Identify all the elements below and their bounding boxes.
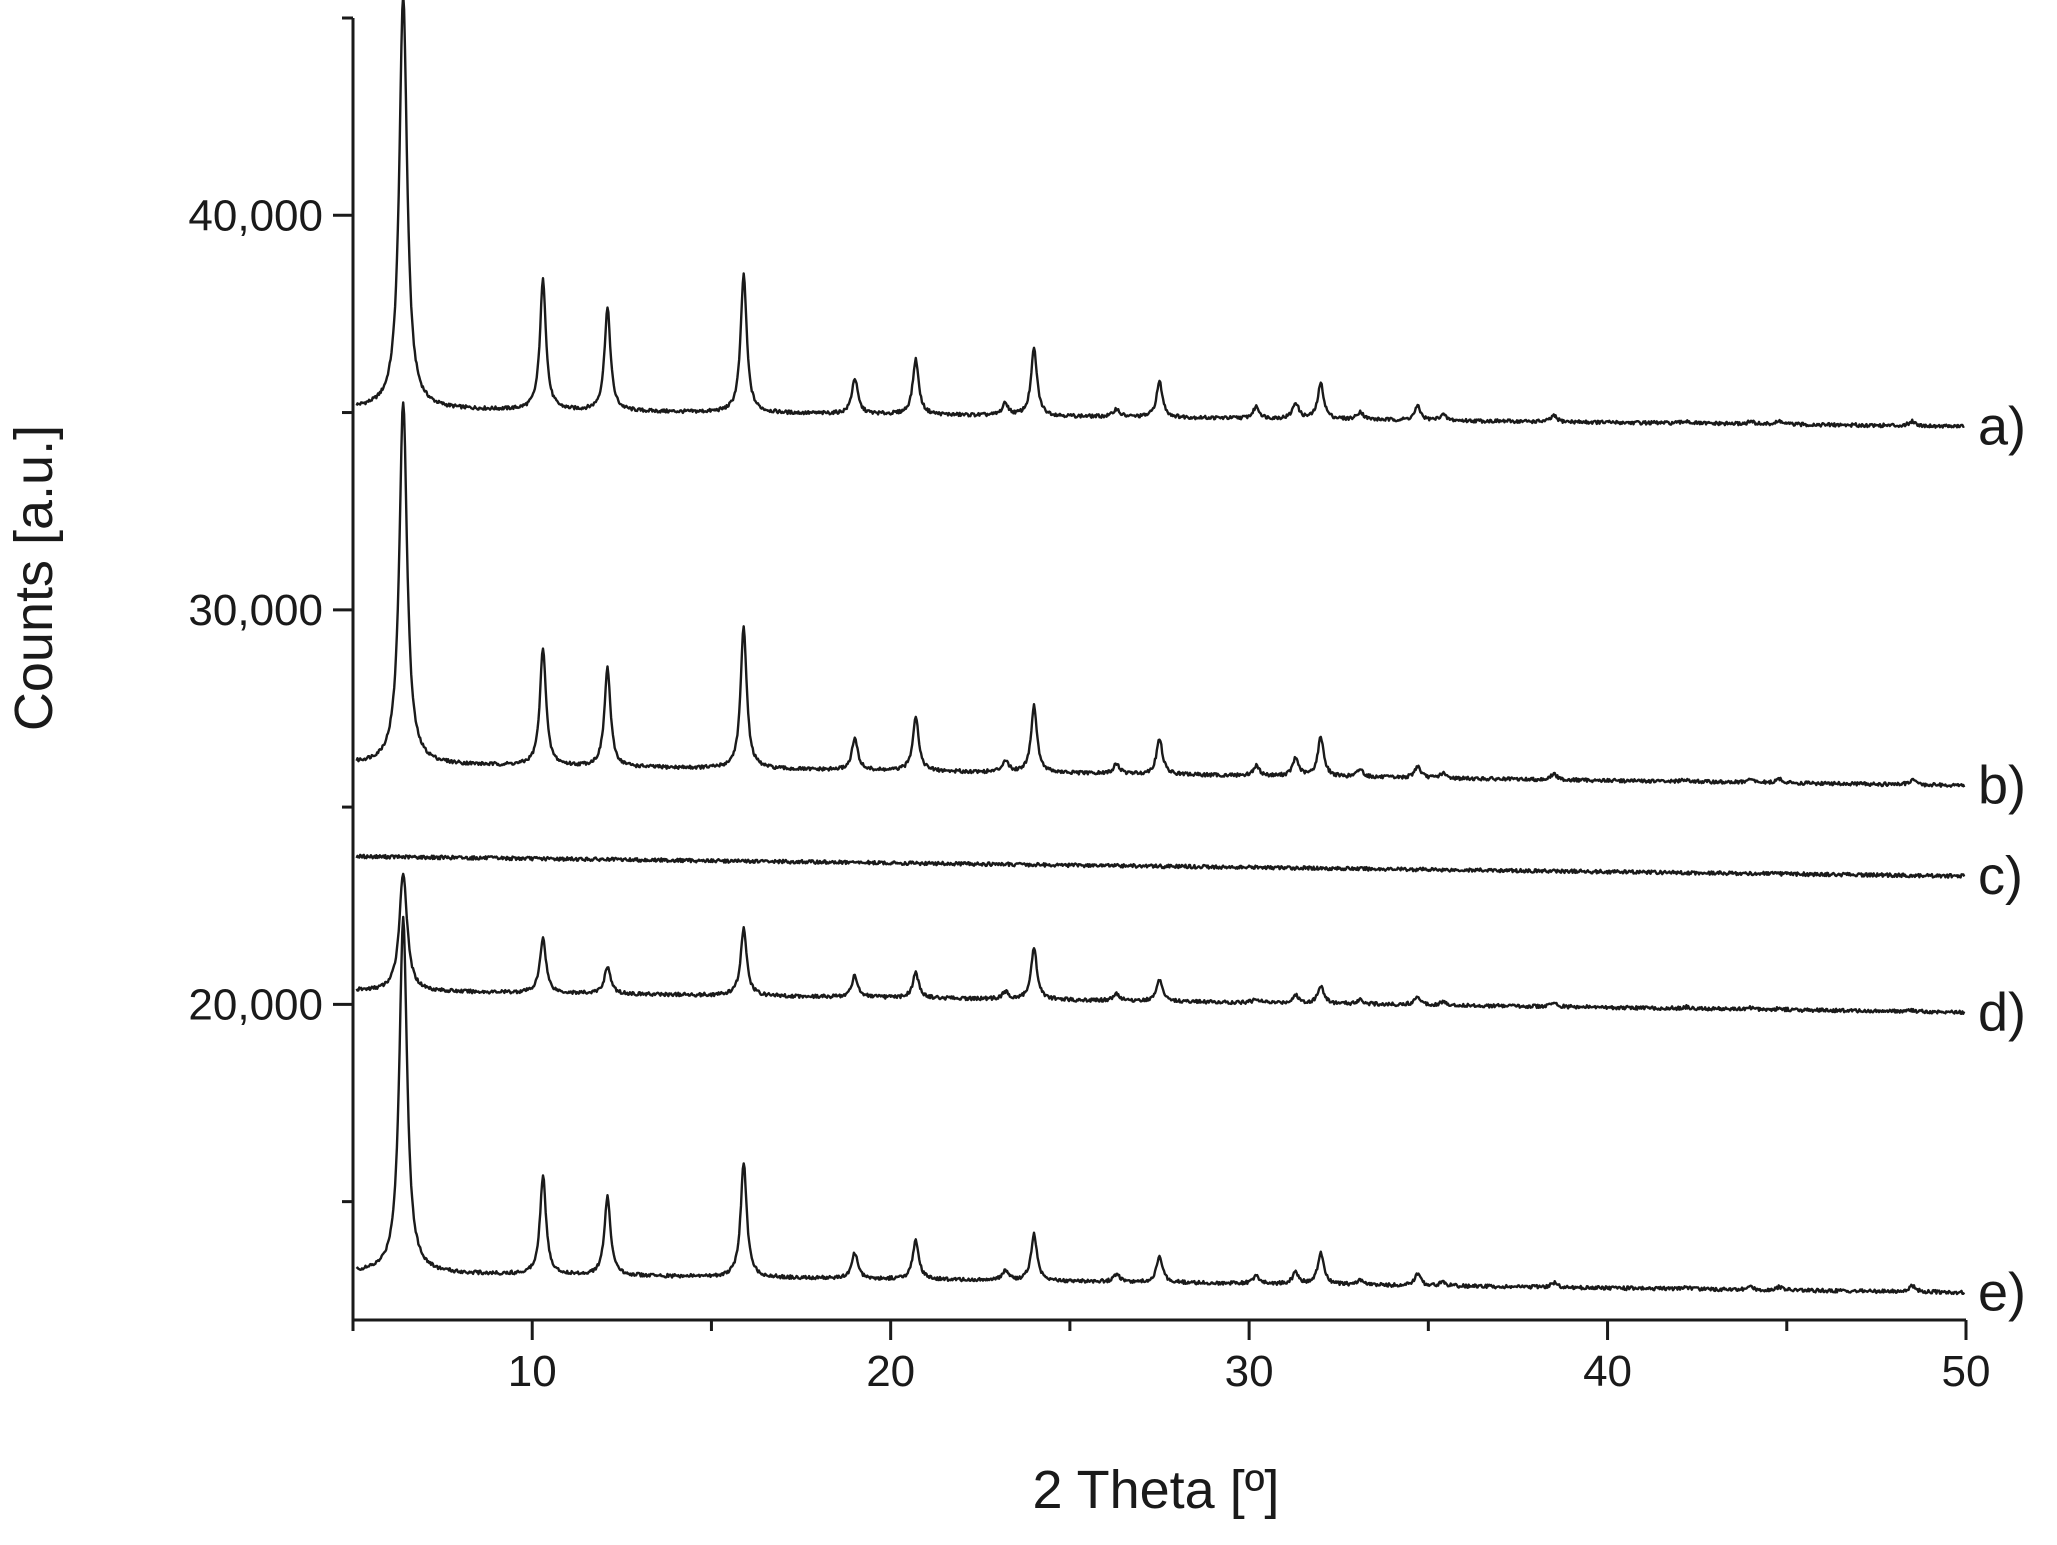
series-label: c): [1978, 846, 2023, 906]
series-line-a: [355, 0, 1965, 429]
x-tick-label: 50: [1942, 1347, 1991, 1396]
series-layer: [355, 0, 1966, 1296]
series-line-c: [355, 853, 1966, 879]
y-tick-label: 40,000: [188, 191, 323, 240]
x-tick-label: 40: [1583, 1347, 1632, 1396]
x-axis-title: 2 Theta [º]: [1033, 1460, 1280, 1520]
series-label: a): [1978, 396, 2026, 456]
axes-layer: [351, 18, 1966, 1322]
x-tick-label: 20: [866, 1347, 915, 1396]
y-axis-title: Counts [a.u.]: [4, 425, 64, 731]
labels-layer: 10 20 30 40 50 20,000 30,000 40,000 a) b) c) d) e): [188, 191, 2026, 1396]
series-line-e: [355, 915, 1966, 1296]
series-line-d: [355, 872, 1966, 1015]
ticks-layer: [333, 16, 1968, 1340]
x-tick-label: 30: [1225, 1347, 1274, 1396]
series-line-b: [355, 401, 1966, 788]
series-label: b): [1978, 755, 2026, 815]
series-label: e): [1978, 1262, 2026, 1322]
x-tick-label: 10: [508, 1347, 557, 1396]
series-label: d): [1978, 982, 2026, 1042]
y-tick-label: 20,000: [188, 980, 323, 1029]
y-tick-label: 30,000: [188, 586, 323, 635]
